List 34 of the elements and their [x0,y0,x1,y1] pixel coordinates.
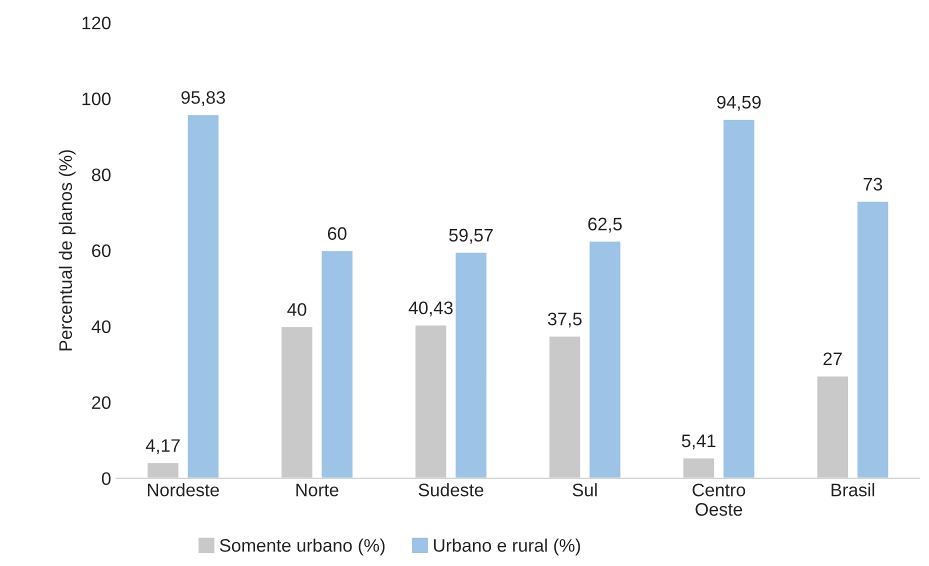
legend-label: Urbano e rural (%) [434,538,580,556]
data-label: 95,83 [181,91,225,106]
y-tick-label: 0 [102,472,111,485]
data-label: 73 [864,178,882,191]
y-tick-label: 100 [82,92,111,106]
data-label: 60 [328,227,346,240]
y-tick-label: 40 [92,320,111,334]
x-tick-label: Brasil [832,483,874,496]
data-label: 27 [824,352,842,366]
bar [856,200,890,478]
x-tick-label: Sudeste [418,483,484,496]
x-tick-label: Centro Oeste [692,484,746,516]
data-label: 59,57 [449,228,493,244]
bar [454,251,488,478]
y-axis-title: Percentual de planos (%) [58,150,76,350]
bar [722,118,756,478]
y-tick-label: 60 [92,244,111,258]
data-label: 62,5 [588,218,622,233]
data-label: 37,5 [548,312,582,328]
y-tick-label: 120 [82,16,111,30]
bar [320,250,354,478]
legend-label: Somente urbano (%) [220,538,385,556]
x-tick-label: Sul [572,483,597,496]
data-label: 4,17 [146,439,180,454]
bar [186,114,220,478]
y-tick-label: 80 [92,168,111,182]
data-label: 40 [287,303,306,316]
bar [588,240,622,478]
x-tick-label: Norte [296,484,338,496]
y-tick-label: 20 [92,396,111,410]
data-label: 40,43 [408,301,453,316]
x-tick-label: Nordeste [148,483,219,496]
data-label: 5,41 [682,434,716,450]
data-label: 94,59 [717,96,761,111]
